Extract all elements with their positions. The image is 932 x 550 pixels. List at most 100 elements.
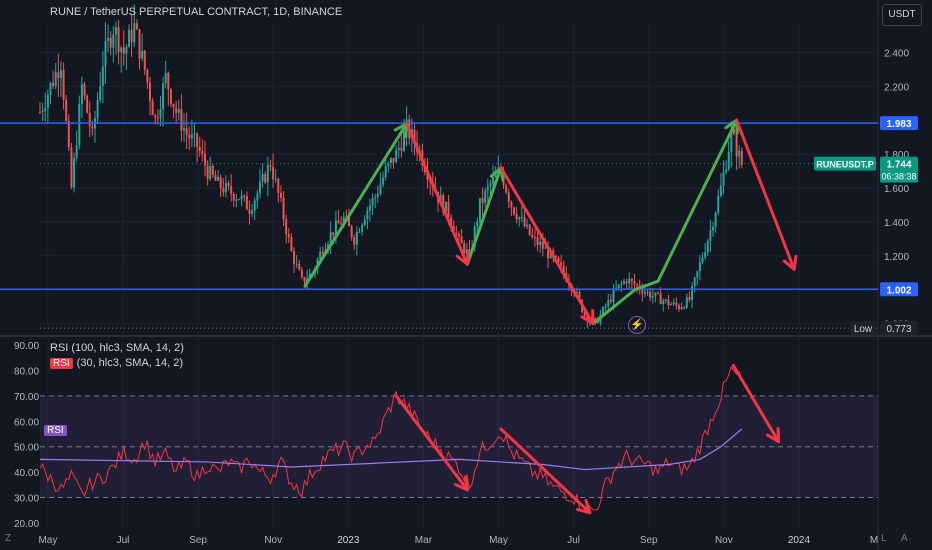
candle-body — [88, 112, 91, 127]
rsi-legend-2[interactable]: RSI (30, hlc3, SMA, 14, 2) — [50, 357, 183, 369]
candle-body — [112, 34, 115, 48]
candle-body — [492, 177, 495, 184]
current-price-tag — [880, 156, 918, 183]
low-value-bg — [880, 321, 918, 336]
candle-body — [240, 195, 243, 200]
candle-body — [717, 196, 720, 213]
candle-body — [135, 22, 138, 30]
symbol-label: RUNEUSDT.P — [816, 160, 874, 170]
candle-body — [523, 217, 526, 227]
candle-body — [264, 174, 267, 183]
candle-body — [54, 72, 57, 87]
candle-body — [557, 257, 560, 263]
candle-body — [541, 241, 544, 249]
candle-body — [662, 300, 665, 305]
candle-body — [727, 151, 730, 170]
candle-body — [230, 186, 233, 194]
candle-body — [478, 198, 481, 222]
candle-body — [379, 184, 382, 195]
timezone-label[interactable]: Z — [5, 533, 12, 544]
candle-body — [680, 307, 683, 310]
candle-body — [704, 252, 707, 258]
time-tick-6: May — [489, 535, 508, 546]
lightning-icon[interactable]: ⚡ — [628, 316, 646, 334]
time-tick-11: M — [870, 535, 878, 546]
candle-body — [49, 82, 52, 95]
candle-body — [256, 193, 259, 201]
candle-body — [274, 178, 277, 180]
rsi-legend-1-text: RSI (100, hlc3, SMA, 14, 2) — [50, 342, 184, 354]
candle-body — [219, 177, 222, 189]
red-arrow-1-shaft — [499, 166, 595, 326]
rsi-legend-1[interactable]: RSI (100, hlc3, SMA, 14, 2) — [50, 342, 184, 354]
auto-scale-toggle[interactable]: A — [901, 533, 908, 544]
candle-body — [227, 183, 230, 187]
candle-body — [361, 224, 364, 232]
candle-body — [539, 241, 542, 245]
candle-body — [643, 292, 646, 294]
candle-body — [447, 201, 450, 218]
rsi-tick-2: 70.00 — [14, 392, 39, 403]
candle-body — [654, 292, 657, 296]
candle-body — [44, 108, 47, 111]
candle-body — [389, 158, 392, 163]
candle-body — [337, 220, 340, 224]
candle-body — [154, 115, 157, 118]
candle-body — [659, 293, 662, 305]
candle-body — [719, 185, 722, 197]
candle-body — [594, 318, 597, 320]
level-tag-0 — [880, 116, 918, 131]
price-tick-0: 2.400 — [884, 48, 909, 59]
candle-body — [688, 297, 691, 301]
candle-body — [300, 269, 303, 278]
candle-body — [552, 250, 555, 256]
candle-body — [282, 197, 285, 220]
candle-body — [91, 126, 94, 129]
candle-body — [725, 169, 728, 173]
candle-body — [41, 110, 44, 112]
candle-body — [633, 280, 636, 285]
candle-body — [512, 207, 515, 215]
candle-body — [628, 278, 631, 284]
candle-body — [295, 263, 298, 265]
candle-body — [248, 209, 251, 214]
candle-body — [636, 284, 639, 286]
candle-body — [319, 251, 322, 260]
candle-body — [387, 162, 390, 167]
candle-body — [243, 195, 246, 197]
candle-body — [261, 174, 264, 182]
candle-body — [730, 129, 733, 152]
candle-body — [232, 193, 235, 201]
candle-body — [657, 292, 660, 294]
candle-body — [80, 84, 83, 104]
currency-button[interactable]: USDT — [882, 4, 922, 26]
candle-body — [209, 166, 212, 179]
candle-body — [740, 150, 743, 166]
level-tag-1 — [880, 282, 918, 297]
rsi-red-arrow-1-head — [575, 498, 592, 515]
candle-body — [612, 289, 615, 303]
log-scale-toggle[interactable]: L — [881, 533, 887, 544]
rsi-legend-2-tag: RSI — [50, 358, 73, 369]
candle-body — [397, 147, 400, 151]
price-tick-5: 1.400 — [884, 218, 909, 229]
candle-body — [675, 302, 678, 306]
time-tick-1: Jul — [117, 535, 130, 546]
candle-body — [117, 27, 120, 53]
candle-body — [162, 83, 165, 110]
candle-body — [709, 230, 712, 241]
candle-body — [518, 217, 521, 220]
candle-body — [646, 291, 649, 293]
candle-body — [183, 128, 186, 131]
red-arrow-2-head — [782, 254, 798, 271]
candle-body — [86, 95, 89, 113]
candle-body — [677, 305, 680, 310]
candle-body — [473, 226, 476, 248]
candle-body — [70, 147, 73, 188]
candle-body — [148, 82, 151, 101]
candle-body — [57, 72, 60, 78]
candle-body — [211, 166, 214, 175]
candle-body — [125, 46, 128, 54]
candle-body — [531, 234, 534, 238]
